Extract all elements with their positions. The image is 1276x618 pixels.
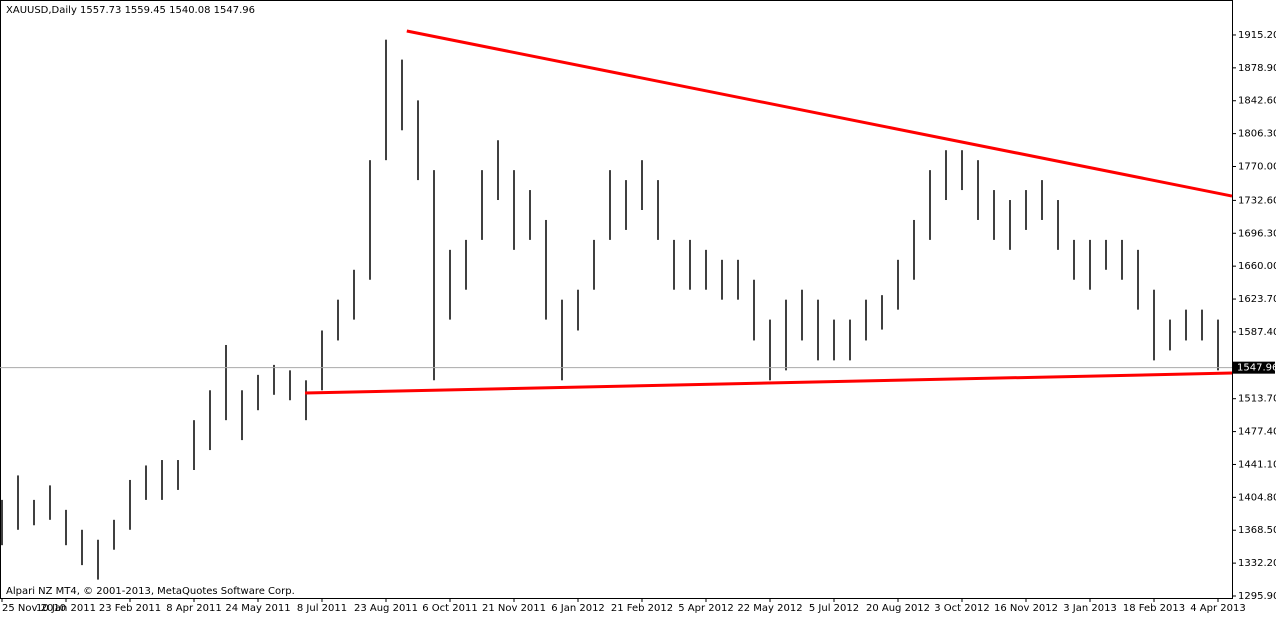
x-tick-label: 6 Jan 2012 xyxy=(551,603,605,614)
y-tick-label: 1806.30 xyxy=(1238,129,1276,140)
y-tick-label: 1477.40 xyxy=(1238,427,1276,438)
x-tick-label: 3 Oct 2012 xyxy=(934,603,989,614)
y-tick-label: 1732.60 xyxy=(1238,195,1276,206)
x-tick-label: 21 Feb 2012 xyxy=(611,603,673,614)
y-tick-label: 1842.60 xyxy=(1238,96,1276,107)
x-tick-label: 24 May 2011 xyxy=(225,603,290,614)
y-tick-label: 1878.90 xyxy=(1238,63,1276,74)
x-tick-label: 25 Nov 2010 xyxy=(2,603,66,614)
x-tick-label: 5 Apr 2012 xyxy=(678,603,733,614)
plot-frame xyxy=(0,0,1233,599)
x-tick-label: 18 Feb 2013 xyxy=(1123,603,1185,614)
x-tick-label: 10 Jan 2011 xyxy=(36,603,96,614)
y-tick-label: 1660.00 xyxy=(1238,261,1276,272)
x-tick-label: 23 Feb 2011 xyxy=(99,603,161,614)
y-tick-label: 1770.00 xyxy=(1238,162,1276,173)
trendline xyxy=(305,371,1233,395)
x-tick-label: 6 Oct 2011 xyxy=(422,603,477,614)
x-tick-label: 22 May 2012 xyxy=(737,603,802,614)
x-tick-label: 20 Aug 2012 xyxy=(866,603,930,614)
y-tick-label: 1441.10 xyxy=(1238,459,1276,470)
footer: Alpari NZ MT4, © 2001-2013, MetaQuotes S… xyxy=(6,586,295,597)
x-tick-label: 8 Jul 2011 xyxy=(297,603,347,614)
y-tick-label: 1368.50 xyxy=(1238,525,1276,536)
y-tick-label: 1587.40 xyxy=(1238,327,1276,338)
last-price-box xyxy=(1233,361,1275,374)
y-tick-label: 1915.20 xyxy=(1238,30,1276,41)
x-tick-label: 16 Nov 2012 xyxy=(994,603,1058,614)
trendline xyxy=(406,29,1233,198)
x-tick-label: 23 Aug 2011 xyxy=(354,603,418,614)
y-tick-label: 1513.70 xyxy=(1238,394,1276,405)
y-tick-label: 1295.90 xyxy=(1238,591,1276,602)
y-tick-label: 1332.20 xyxy=(1238,558,1276,569)
y-tick-label: 1404.80 xyxy=(1238,492,1276,503)
x-tick-label: 8 Apr 2011 xyxy=(166,603,221,614)
chart-title: XAUUSD,Daily 1557.73 1559.45 1540.08 154… xyxy=(6,5,255,16)
x-tick-label: 3 Jan 2013 xyxy=(1063,603,1117,614)
last-price-label: 1547.96 xyxy=(1237,363,1276,374)
y-tick-label: 1696.30 xyxy=(1238,228,1276,239)
x-tick-label: 5 Jul 2012 xyxy=(809,603,859,614)
x-tick-label: 21 Nov 2011 xyxy=(482,603,546,614)
y-tick-label: 1623.70 xyxy=(1238,294,1276,305)
x-tick-label: 4 Apr 2013 xyxy=(1190,603,1245,614)
